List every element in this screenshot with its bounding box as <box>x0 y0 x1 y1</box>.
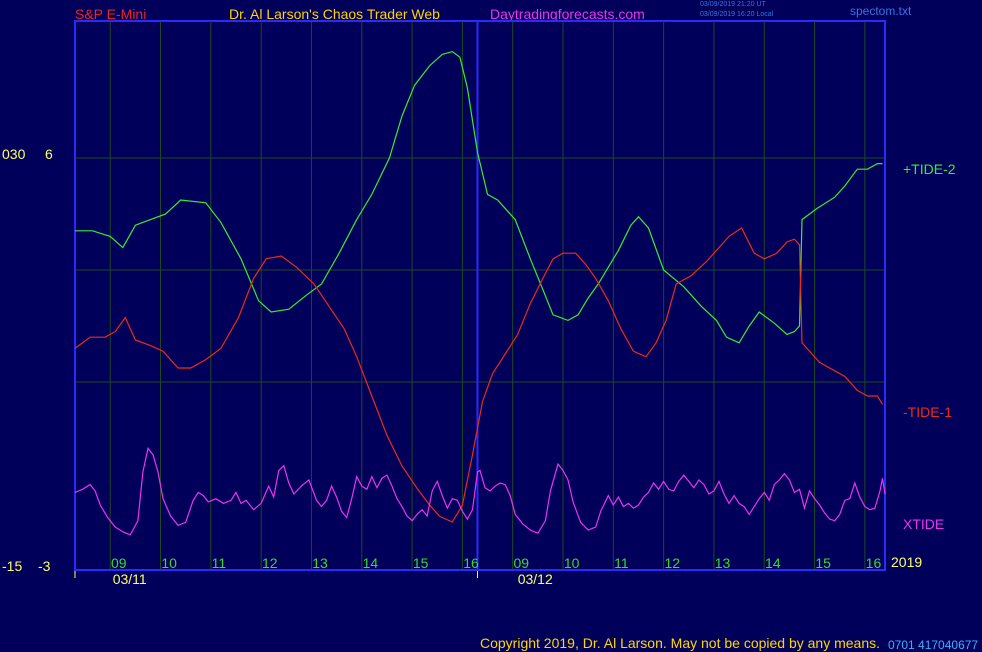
scale-label-upper-b: 6 <box>45 146 53 162</box>
hour-tick-label: 10 <box>161 555 177 571</box>
hour-tick-label: 13 <box>715 555 731 571</box>
hour-tick-label: 12 <box>664 555 680 571</box>
symbol-label: S&P E-Mini <box>75 6 147 22</box>
hour-tick-label: 09 <box>514 555 530 571</box>
hour-tick-label: 15 <box>413 555 429 571</box>
legend-plus-tide: +TIDE-2 <box>903 161 956 177</box>
hour-tick-label: 14 <box>363 555 379 571</box>
hour-tick-label: 14 <box>765 555 781 571</box>
series-line--tide-1 <box>74 227 884 523</box>
code-number: 0701 417040677 <box>888 638 979 652</box>
plot-frame <box>74 20 886 571</box>
scale-label-upper-a: 030 <box>2 146 26 162</box>
year-label: 2019 <box>891 554 922 570</box>
legend-xtide: XTIDE <box>903 516 944 532</box>
series-line--tide-2 <box>75 50 883 344</box>
chart-title: Dr. Al Larson's Chaos Trader Web <box>229 6 440 22</box>
timestamp-ut: 03/09/2019 21:20 UT <box>700 1 766 8</box>
hour-tick-label: 09 <box>111 555 127 571</box>
hour-tick-label: 13 <box>312 555 328 571</box>
hour-tick-label: 16 <box>463 555 479 571</box>
day-label: 03/12 <box>518 571 553 587</box>
data-filename: spectom.txt <box>850 4 912 18</box>
legend-minus-tide: -TIDE-1 <box>903 404 952 420</box>
hour-tick-label: 12 <box>262 555 278 571</box>
timestamp-local: 03/09/2019 16:20 Local <box>700 11 774 18</box>
hour-tick-label: 10 <box>564 555 580 571</box>
hour-tick-label: 11 <box>212 555 227 571</box>
copyright-notice: Copyright 2019, Dr. Al Larson. May not b… <box>480 635 881 651</box>
day-label: 03/11 <box>113 571 147 587</box>
series-line-xtide <box>74 447 886 536</box>
scale-label-lower-a: -15 <box>2 558 22 574</box>
scale-label-lower-b: -3 <box>38 558 51 574</box>
site-link[interactable]: Daytradingforecasts.com <box>490 6 645 22</box>
hour-tick-label: 15 <box>815 555 831 571</box>
hour-tick-label: 16 <box>866 555 882 571</box>
hour-tick-label: 11 <box>614 555 629 571</box>
